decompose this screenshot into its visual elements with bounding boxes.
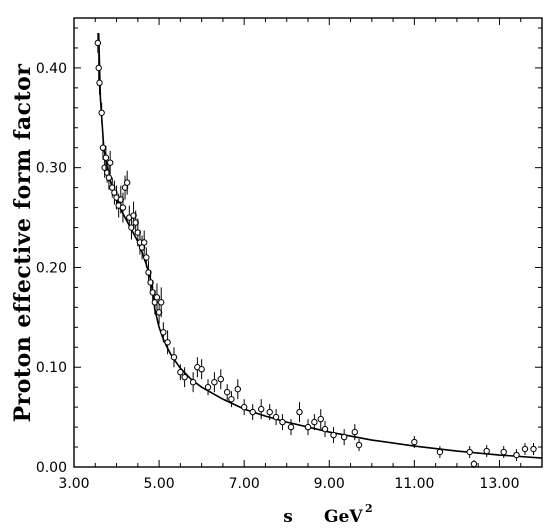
data-point	[143, 254, 150, 261]
data-point	[130, 212, 137, 219]
data-point	[155, 309, 163, 316]
data-point	[94, 39, 102, 47]
data-point	[249, 408, 256, 416]
data-point	[521, 445, 529, 453]
data-point	[96, 79, 103, 87]
data-point	[355, 441, 363, 449]
x-tick-label: 5.00	[144, 476, 175, 492]
data-point	[296, 408, 303, 416]
data-point	[141, 239, 148, 246]
x-tick-label: 3.00	[58, 476, 89, 492]
x-tick-label: 7.00	[229, 476, 260, 492]
y-tick-label: 0.00	[36, 460, 67, 476]
data-point	[340, 433, 348, 441]
data-point	[117, 196, 125, 203]
data-point	[466, 448, 473, 456]
data-point	[149, 289, 156, 296]
data-point	[198, 366, 205, 373]
data-point	[272, 413, 280, 421]
y-tick-label: 0.20	[36, 260, 67, 276]
data-point	[530, 445, 537, 453]
data-point	[287, 423, 295, 431]
data-point	[119, 204, 127, 211]
data-point	[311, 418, 318, 426]
data-point	[304, 423, 312, 431]
x-axis: 3.00 5.00 7.00 9.00 11.00 13.00	[58, 18, 543, 492]
data-point	[132, 219, 139, 226]
data-point	[177, 369, 184, 376]
data-point	[189, 378, 197, 386]
x-axis-title-unit-exponent: 2	[365, 502, 373, 515]
data-point	[500, 448, 507, 456]
data-point	[223, 388, 231, 396]
y-tick-label: 0.30	[36, 161, 67, 177]
plot-area	[73, 17, 543, 468]
data-point	[330, 431, 337, 439]
x-axis-title-variable: s	[283, 507, 293, 527]
data-point	[483, 447, 490, 455]
data-point	[123, 179, 131, 186]
data-point	[211, 378, 218, 386]
y-tick-label: 0.40	[36, 61, 67, 77]
data-point	[102, 154, 110, 161]
y-axis: 0.00 0.10 0.20 0.30 0.40	[36, 27, 542, 476]
x-tick-label: 9.00	[314, 476, 345, 492]
data-point	[411, 438, 418, 446]
data-point	[106, 159, 114, 166]
data-point	[164, 339, 171, 346]
data-point	[266, 408, 273, 416]
data-point	[470, 460, 478, 468]
data-point	[321, 425, 329, 433]
data-point	[128, 224, 135, 231]
data-point	[99, 144, 107, 151]
data-point	[217, 375, 224, 383]
data-point	[228, 395, 235, 403]
data-point	[279, 418, 286, 426]
data-point	[234, 385, 242, 393]
data-point	[317, 415, 324, 423]
data-point	[147, 279, 154, 286]
x-tick-label: 13.00	[479, 476, 519, 492]
data-point	[95, 64, 102, 72]
data-point	[258, 405, 265, 413]
data-point	[204, 383, 212, 391]
data-point	[513, 451, 520, 459]
x-tick-label: 11.00	[394, 476, 434, 492]
data-point	[351, 428, 358, 436]
data-point	[436, 448, 444, 456]
fit-line	[97, 32, 543, 459]
data-point	[98, 109, 105, 116]
y-axis-title: Proton effective form factor	[10, 64, 36, 423]
data-point	[181, 374, 188, 381]
data-point	[105, 174, 113, 181]
y-tick-label: 0.10	[36, 360, 67, 376]
x-axis-title-unit: GeV	[324, 507, 363, 527]
data-point	[170, 354, 178, 361]
data-point	[134, 229, 142, 236]
data-point	[145, 269, 152, 276]
data-point	[158, 299, 165, 306]
data-point	[160, 329, 167, 336]
data-point	[153, 294, 161, 301]
data-point	[240, 403, 248, 411]
